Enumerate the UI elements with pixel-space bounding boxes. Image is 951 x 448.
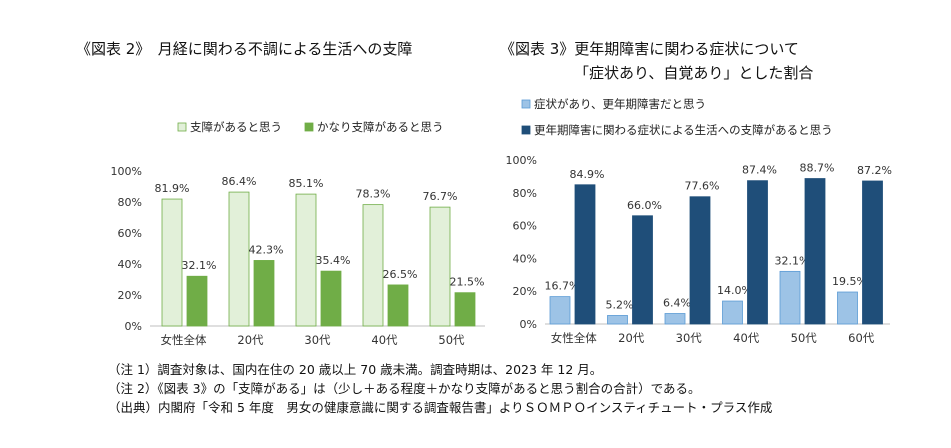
x-tick-2-2: 30代: [676, 331, 703, 345]
x-tick-2-0: 女性全体: [551, 331, 597, 345]
legend-label-2-0: 症状があり、更年期障害だと思う: [534, 97, 706, 111]
legend-swatch-2-0: [521, 99, 531, 109]
bar-1-0-0: [161, 198, 183, 327]
y-tick-2-4: 80%: [513, 187, 537, 200]
bar-2-0-3: [722, 300, 743, 325]
y-tick-2-0: 0%: [520, 318, 537, 331]
data-label-2-0-5: 19.5%: [832, 275, 867, 288]
x-tick-1-3: 40代: [371, 333, 398, 347]
data-label-2-0-4: 32.1%: [775, 254, 810, 267]
data-label-1-1-3: 26.5%: [383, 268, 418, 281]
x-tick-1-1: 20代: [237, 333, 264, 347]
legend-swatch-2-1: [521, 125, 531, 135]
data-label-1-0-3: 78.3%: [356, 188, 391, 201]
legend-label-1-0: 支障があると思う: [190, 120, 282, 134]
data-label-2-1-0: 84.9%: [570, 168, 605, 181]
x-tick-1-0: 女性全体: [161, 333, 207, 347]
x-tick-1-2: 30代: [304, 333, 331, 347]
data-label-2-0-1: 5.2%: [606, 298, 634, 311]
bar-2-0-5: [837, 291, 858, 325]
bar-1-0-4: [429, 206, 451, 327]
legend-swatch-1-1: [304, 122, 314, 132]
y-tick-1-4: 80%: [118, 196, 142, 209]
data-label-1-1-2: 35.4%: [316, 254, 351, 267]
bar-2-1-5: [862, 180, 883, 325]
bar-2-0-2: [664, 313, 686, 325]
x-tick-2-1: 20代: [618, 331, 645, 345]
y-tick-2-2: 40%: [513, 252, 537, 265]
legend-swatch-1-0: [177, 122, 187, 132]
y-tick-2-5: 100%: [506, 154, 537, 167]
bar-1-1-0: [186, 275, 208, 327]
data-label-1-1-4: 21.5%: [450, 276, 485, 289]
chart2-title-line2: 「症状あり、自覚あり」とした割合: [574, 64, 814, 82]
chart1-title: 《図表 2》 月経に関わる不調による生活への支障: [76, 40, 413, 58]
bar-2-0-4: [779, 270, 801, 325]
y-tick-2-3: 60%: [513, 220, 537, 233]
bar-1-1-3: [387, 284, 409, 327]
y-tick-1-5: 100%: [111, 165, 142, 178]
chart2-title-line1: 《図表 3》更年期障害に関わる症状について: [500, 40, 799, 58]
bar-2-1-2: [689, 196, 711, 325]
data-label-1-0-4: 76.7%: [423, 190, 458, 203]
data-label-1-0-0: 81.9%: [155, 182, 190, 195]
legend-label-1-1: かなり支障があると思う: [317, 120, 444, 134]
data-label-1-0-2: 85.1%: [289, 177, 324, 190]
footnotes: （注 1）調査対象は、国内在住の 20 歳以上 70 歳未満。調査時期は、202…: [108, 360, 772, 417]
y-tick-1-1: 20%: [118, 289, 142, 302]
bar-2-1-1: [632, 215, 653, 325]
note-1: （注 1）調査対象は、国内在住の 20 歳以上 70 歳未満。調査時期は、202…: [108, 362, 603, 377]
bar-1-1-2: [320, 270, 342, 327]
bar-2-1-3: [747, 180, 768, 325]
bar-1-0-1: [228, 191, 250, 327]
data-label-2-0-2: 6.4%: [663, 297, 691, 310]
data-label-2-1-4: 88.7%: [800, 162, 835, 175]
x-tick-2-4: 50代: [791, 331, 818, 345]
data-label-2-1-5: 87.2%: [857, 164, 892, 177]
x-tick-1-4: 50代: [438, 333, 465, 347]
bar-1-1-4: [454, 292, 476, 327]
data-label-2-0-3: 14.0%: [717, 284, 752, 297]
y-tick-1-3: 60%: [118, 227, 142, 240]
note-source: （出典）内閣府「令和 5 年度 男女の健康意識に関する調査報告書」よりＳＯＭＰＯ…: [108, 400, 773, 415]
data-label-1-1-0: 32.1%: [182, 259, 217, 272]
x-tick-2-5: 60代: [848, 331, 875, 345]
data-label-1-0-1: 86.4%: [222, 175, 257, 188]
data-label-2-1-3: 87.4%: [742, 164, 777, 177]
bar-2-1-0: [574, 184, 596, 325]
data-label-1-1-1: 42.3%: [249, 243, 284, 256]
bar-1-1-1: [253, 260, 275, 327]
data-label-2-0-0: 16.7%: [545, 280, 580, 293]
y-tick-1-0: 0%: [125, 320, 142, 333]
data-label-2-1-2: 77.6%: [685, 180, 720, 193]
x-tick-2-3: 40代: [733, 331, 760, 345]
data-label-2-1-1: 66.0%: [627, 199, 662, 212]
y-tick-1-2: 40%: [118, 258, 142, 271]
bar-1-0-2: [295, 193, 317, 327]
bar-2-0-1: [607, 315, 628, 325]
note-2: （注 2）《図表 3》の「支障がある」は（少し＋ある程度＋かなり支障があると思う…: [108, 381, 701, 396]
bar-2-1-4: [804, 178, 826, 325]
y-tick-2-1: 20%: [513, 285, 537, 298]
bar-2-0-0: [549, 296, 571, 325]
legend-label-2-1: 更年期障害に関わる症状による生活への支障があると思う: [534, 123, 833, 137]
bar-1-0-3: [362, 204, 384, 327]
